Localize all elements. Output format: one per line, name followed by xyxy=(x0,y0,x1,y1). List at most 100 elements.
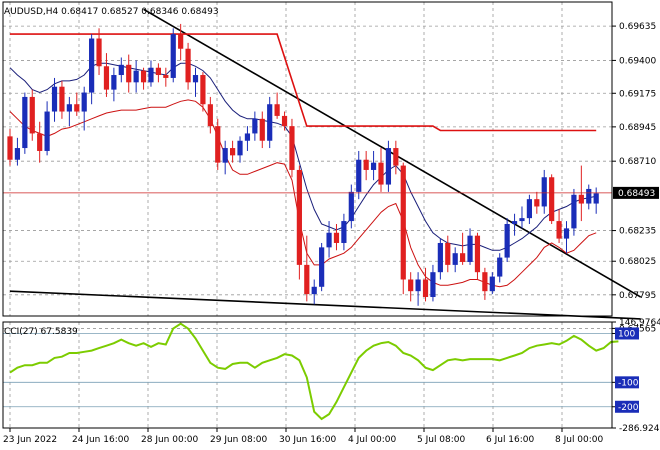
candle xyxy=(259,111,265,149)
candle xyxy=(489,272,495,295)
candle xyxy=(22,92,28,154)
candle-body xyxy=(155,67,161,76)
candle xyxy=(103,53,110,97)
cci-line xyxy=(9,322,619,421)
candle xyxy=(89,34,95,105)
candle-body xyxy=(29,96,35,134)
candle-body xyxy=(59,86,65,112)
price-axis-label: 0.68235 xyxy=(619,227,656,237)
candle xyxy=(460,232,466,265)
band-middle-line xyxy=(9,62,597,251)
candle-body xyxy=(370,162,377,170)
candle-body xyxy=(215,126,221,163)
candle-body xyxy=(281,115,288,127)
candle-body xyxy=(482,272,488,292)
candle-body xyxy=(267,104,273,141)
candle xyxy=(452,247,458,273)
candle xyxy=(178,23,184,61)
candle-body xyxy=(304,264,310,295)
candle xyxy=(274,92,280,119)
candle-body xyxy=(207,104,213,127)
candle xyxy=(170,28,176,83)
candle xyxy=(140,67,147,90)
time-axis-label: 5 Jul 08:00 xyxy=(417,435,466,445)
candle xyxy=(408,272,414,302)
candle-body xyxy=(504,223,510,258)
lower-trendline xyxy=(9,290,641,320)
candle xyxy=(415,272,421,306)
candle xyxy=(341,213,347,251)
candle xyxy=(215,118,221,170)
price-axis-label: 0.68945 xyxy=(619,123,656,133)
cci-axis-label: 100 xyxy=(618,329,635,339)
candle xyxy=(497,253,503,283)
candle-body xyxy=(44,111,50,151)
candle xyxy=(289,118,295,178)
candle-body xyxy=(289,126,295,170)
candle-body xyxy=(341,221,347,243)
time-axis-label: 29 Jun 08:00 xyxy=(210,435,267,445)
candle-body xyxy=(378,162,384,185)
candle-body xyxy=(192,75,199,83)
price-panel xyxy=(3,8,642,320)
candle xyxy=(133,60,139,93)
candle-body xyxy=(526,199,532,219)
cci-axis-label: -100 xyxy=(618,378,639,388)
candle xyxy=(422,267,429,302)
candle-body xyxy=(593,193,599,204)
candle xyxy=(556,209,562,243)
candle xyxy=(29,89,35,141)
candle-body xyxy=(363,159,369,170)
candle xyxy=(474,232,481,280)
candle xyxy=(400,162,406,295)
candle xyxy=(511,213,518,236)
cci-level-tag xyxy=(615,400,639,413)
candle-body xyxy=(563,228,570,239)
candle-body xyxy=(393,148,399,166)
candle xyxy=(504,218,510,262)
time-axis-label: 28 Jun 00:00 xyxy=(141,435,198,445)
candle-body xyxy=(437,242,443,273)
candle-body xyxy=(185,48,191,83)
candle-body xyxy=(14,148,21,160)
candle-body xyxy=(66,104,72,112)
candle xyxy=(526,194,532,224)
candle xyxy=(319,242,325,292)
candle xyxy=(59,80,65,119)
candle xyxy=(445,235,451,273)
candle-body xyxy=(467,235,473,262)
candle xyxy=(148,60,154,87)
candle xyxy=(207,96,213,134)
candle-body xyxy=(200,75,206,105)
candle xyxy=(370,150,377,181)
candle-body xyxy=(311,286,317,295)
candle-body xyxy=(415,279,421,292)
time-axis-label: 23 Jun 2022 xyxy=(3,435,57,445)
candle xyxy=(74,92,80,116)
candle-body xyxy=(385,148,392,185)
cci-panel xyxy=(9,322,619,421)
candle-body xyxy=(96,38,102,67)
candle-body xyxy=(474,235,481,273)
candle-body xyxy=(296,169,302,265)
candle-body xyxy=(356,159,362,192)
candle xyxy=(393,140,399,175)
upper-trendline xyxy=(143,8,642,298)
candle-body xyxy=(140,70,147,83)
cci-axis-label: 146.9764 xyxy=(619,318,660,328)
candle-body xyxy=(118,64,124,76)
candle-body xyxy=(74,104,80,112)
candle xyxy=(7,129,13,166)
candle xyxy=(593,187,599,214)
candle-body xyxy=(252,118,258,134)
candle-body xyxy=(319,247,325,287)
candle xyxy=(571,188,577,236)
candle-body xyxy=(422,279,429,298)
candle-body xyxy=(430,272,436,298)
cci-axis-label: -286.9243 xyxy=(619,424,660,434)
price-panel-frame xyxy=(2,1,613,317)
candle-body xyxy=(541,177,547,207)
candle-body xyxy=(511,221,518,224)
cci-title: CCI(27) 67.5839 xyxy=(4,327,78,337)
candle-body xyxy=(519,218,525,222)
